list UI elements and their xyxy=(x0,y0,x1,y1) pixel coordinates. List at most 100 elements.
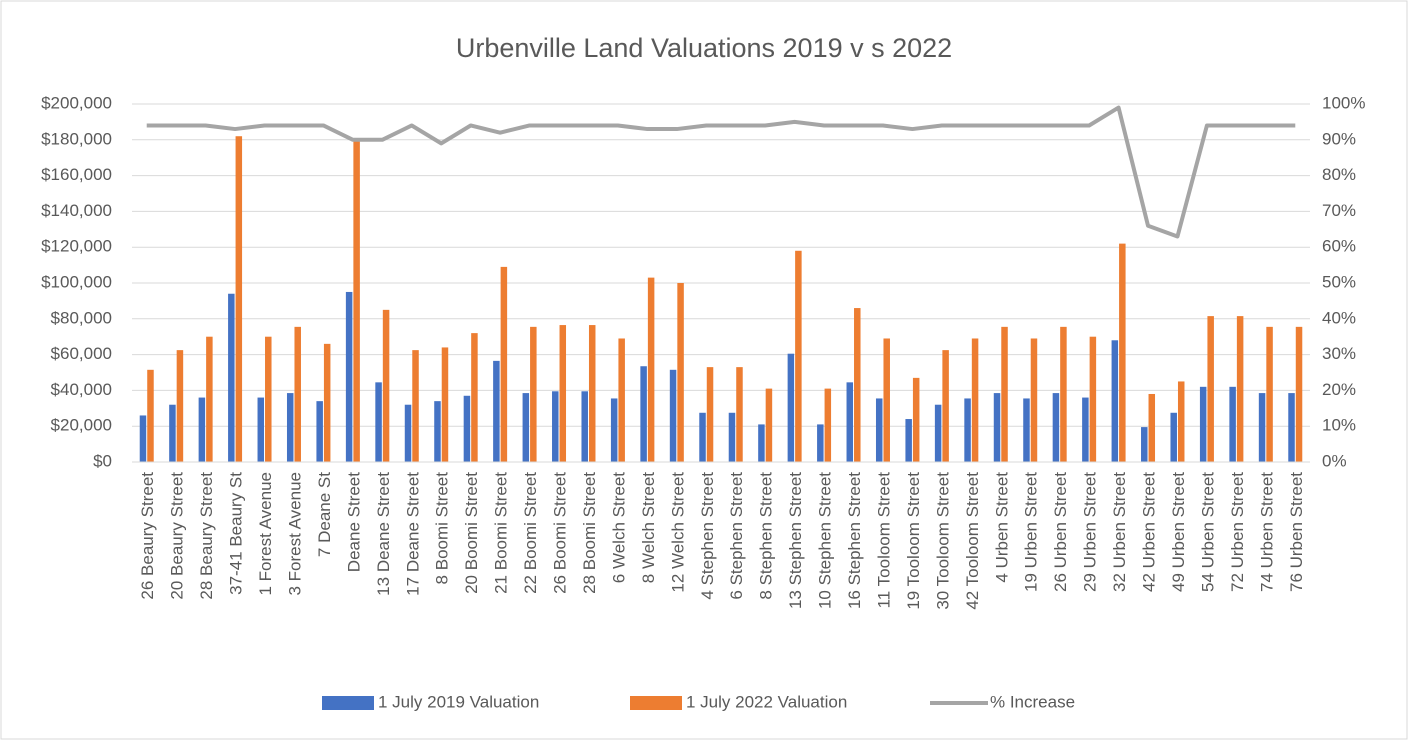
bar xyxy=(1170,412,1177,462)
x-tick-label: 42 Urben Street xyxy=(1140,472,1159,592)
bar xyxy=(323,343,331,462)
legend-swatch xyxy=(322,696,374,710)
x-tick-label: 8 Stephen Street xyxy=(757,472,776,600)
x-tick-label: 1 Forest Avenue xyxy=(256,472,275,596)
bar xyxy=(434,401,441,462)
bar xyxy=(1236,316,1244,462)
bar xyxy=(1082,397,1089,462)
x-tick-label: 76 Urben Street xyxy=(1287,472,1306,592)
y-tick-label: $0 xyxy=(93,451,112,470)
bar xyxy=(294,326,301,462)
bar xyxy=(912,377,920,462)
bar xyxy=(787,353,795,462)
y-tick-label: $120,000 xyxy=(41,237,112,256)
bar xyxy=(198,397,206,462)
bar xyxy=(441,347,449,462)
bar xyxy=(846,382,854,462)
x-tick-label: 30 Tooloom Street xyxy=(933,472,952,610)
y-tick-label: $100,000 xyxy=(41,272,112,291)
x-tick-label: 20 Beaury Street xyxy=(168,472,187,600)
x-tick-label: 19 Urben Street xyxy=(1022,472,1041,592)
bar xyxy=(265,336,272,462)
x-tick-label: 28 Beaury Street xyxy=(197,472,216,600)
bar xyxy=(522,393,530,462)
x-tick-label: 4 Urben Street xyxy=(992,472,1011,583)
bar xyxy=(169,404,176,462)
legend-label: 1 July 2019 Valuation xyxy=(378,692,539,711)
bar xyxy=(139,415,147,462)
y-tick-label: $60,000 xyxy=(51,344,112,363)
bar xyxy=(728,412,736,462)
bar xyxy=(854,308,861,462)
x-tick-label: 28 Boomi Street xyxy=(580,472,599,594)
bar xyxy=(817,424,824,462)
x-tick-label: Deane Street xyxy=(344,472,363,572)
y-tick-label: $200,000 xyxy=(41,93,112,112)
bar xyxy=(1258,393,1266,462)
x-tick-label: 42 Tooloom Street xyxy=(963,472,982,610)
bar xyxy=(883,338,890,462)
bar xyxy=(1207,316,1214,462)
x-tick-label: 49 Urben Street xyxy=(1169,472,1188,592)
x-tick-label: 26 Urben Street xyxy=(1051,472,1070,592)
y2-tick-label: 10% xyxy=(1322,416,1356,435)
bar xyxy=(552,391,559,462)
y-tick-label: $80,000 xyxy=(51,308,112,327)
bar xyxy=(206,336,213,462)
bar xyxy=(176,350,184,462)
x-tick-label: 10 Stephen Street xyxy=(816,472,835,609)
y-tick-label: $180,000 xyxy=(41,129,112,148)
bar xyxy=(1148,393,1156,462)
line-series xyxy=(146,105,1296,239)
bar xyxy=(964,398,971,462)
bar xyxy=(875,398,883,462)
bar xyxy=(706,367,714,462)
legend-label: % Increase xyxy=(990,692,1075,711)
x-tick-label: 37-41 Beaury St xyxy=(227,472,246,595)
bar xyxy=(353,139,360,463)
bar xyxy=(942,350,949,462)
bar xyxy=(530,326,537,462)
x-tick-label: 19 Tooloom Street xyxy=(904,472,923,610)
bar xyxy=(647,277,655,462)
bar xyxy=(1089,336,1097,462)
x-tick-label: 17 Deane Street xyxy=(403,472,422,596)
bar xyxy=(610,398,618,462)
bar xyxy=(581,391,588,462)
x-tick-label: 8 Boomi Street xyxy=(433,472,452,585)
x-tick-label: 11 Tooloom Street xyxy=(874,472,893,609)
x-tick-label: 16 Stephen Street xyxy=(845,472,864,609)
bar xyxy=(493,360,500,462)
bar xyxy=(1266,326,1273,462)
x-tick-label: 26 Beaury Street xyxy=(138,472,157,600)
bar xyxy=(1229,386,1236,462)
bar xyxy=(1060,326,1067,462)
bar xyxy=(235,136,243,462)
bar xyxy=(1295,326,1303,462)
x-tick-label: 6 Welch Street xyxy=(609,472,628,583)
y2-tick-label: 20% xyxy=(1322,380,1356,399)
bar xyxy=(316,401,323,462)
x-tick-label: 29 Urben Street xyxy=(1081,472,1100,592)
bar xyxy=(618,338,625,462)
x-tick-label: 6 Stephen Street xyxy=(727,472,746,600)
x-tick-label: 4 Stephen Street xyxy=(698,472,717,600)
y2-tick-label: 90% xyxy=(1322,129,1356,148)
bar xyxy=(669,369,677,462)
bar xyxy=(404,404,412,462)
bar xyxy=(640,366,647,462)
bar xyxy=(993,393,1001,462)
legend-label: 1 July 2022 Valuation xyxy=(686,692,847,711)
bar xyxy=(677,283,684,462)
bar xyxy=(257,397,265,462)
bar xyxy=(758,424,765,462)
bar xyxy=(1111,340,1119,462)
bar xyxy=(588,325,596,462)
bar xyxy=(412,350,419,462)
bar xyxy=(1001,326,1008,462)
y-tick-label: $20,000 xyxy=(51,416,112,435)
bar xyxy=(1199,386,1207,462)
bar xyxy=(934,404,942,462)
x-tick-label: 72 Urben Street xyxy=(1228,472,1247,592)
bar xyxy=(500,266,508,462)
